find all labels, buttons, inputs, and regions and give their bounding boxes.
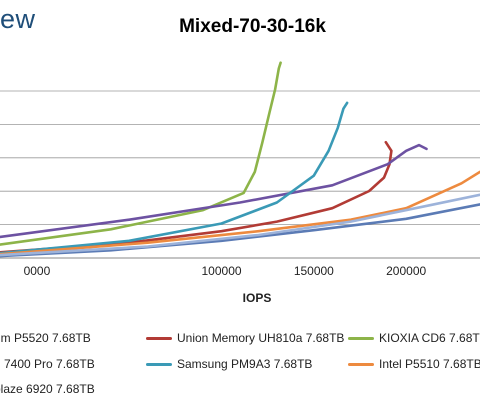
series-line-0 xyxy=(0,203,480,258)
series-line-6 xyxy=(0,193,480,257)
x-axis-ticks: 0000 100000 150000 200000 xyxy=(24,264,427,278)
legend-entry: KIOXIA CD6 7.68TB xyxy=(348,331,480,345)
line-chart: 0000 100000 150000 200000 IOPS xyxy=(0,61,480,305)
gridlines xyxy=(0,90,480,259)
legend-swatch xyxy=(146,362,172,366)
brand-logo-fragment: ew xyxy=(0,4,36,34)
chart-legend: gm P5520 7.68TB Union Memory UH810a 7.68T… xyxy=(0,318,480,401)
legend-entry: gm P5520 7.68TB xyxy=(0,331,91,345)
series-line-3 xyxy=(0,143,428,239)
legend-label: Intel P5510 7.68TB xyxy=(379,357,480,371)
legend-label: Union Memory UH810a 7.68TB xyxy=(177,331,345,345)
legend-entry: Intel P5510 7.68TB xyxy=(348,357,480,371)
legend-label: blaze 6920 7.68TB xyxy=(0,382,95,396)
legend-swatch xyxy=(146,336,172,340)
x-tick-label: 200000 xyxy=(386,264,426,278)
x-tick-label: 0000 xyxy=(24,264,51,278)
series-line-2 xyxy=(0,61,282,246)
series-lines xyxy=(0,61,480,258)
x-tick-label: 150000 xyxy=(294,264,334,278)
series-line-5 xyxy=(0,170,480,256)
legend-label: n 7400 Pro 7.68TB xyxy=(0,357,95,371)
legend-entry: n 7400 Pro 7.68TB xyxy=(0,357,95,371)
legend-label: Samsung PM9A3 7.68TB xyxy=(177,357,313,371)
legend-swatch xyxy=(348,336,374,340)
series-line-1 xyxy=(0,140,393,254)
legend-entry: Union Memory UH810a 7.68TB xyxy=(146,331,344,345)
legend-entry: Samsung PM9A3 7.68TB xyxy=(146,357,312,371)
x-axis-label: IOPS xyxy=(243,291,272,305)
x-tick-label: 100000 xyxy=(202,264,242,278)
series-line-4 xyxy=(0,101,349,255)
legend-label: gm P5520 7.68TB xyxy=(0,331,91,345)
legend-label: KIOXIA CD6 7.68TB xyxy=(379,331,480,345)
legend-swatch xyxy=(348,362,374,366)
legend-entry: blaze 6920 7.68TB xyxy=(0,382,95,396)
chart-title: Mixed-70-30-16k xyxy=(179,16,326,37)
